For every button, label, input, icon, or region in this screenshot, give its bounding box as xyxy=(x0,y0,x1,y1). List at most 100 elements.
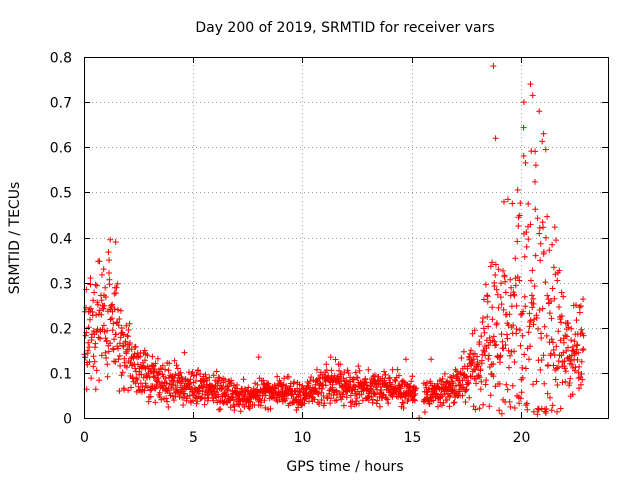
data-point xyxy=(500,306,507,313)
data-point xyxy=(118,372,125,379)
data-point xyxy=(109,327,116,334)
data-point xyxy=(373,400,380,407)
data-point xyxy=(111,358,117,365)
data-point xyxy=(557,405,564,412)
data-point xyxy=(214,399,221,406)
data-point xyxy=(578,326,585,333)
data-point xyxy=(465,353,472,360)
data-point xyxy=(537,366,544,373)
data-point xyxy=(165,404,172,410)
data-point xyxy=(538,357,545,363)
data-point xyxy=(96,258,103,265)
data-point xyxy=(573,317,580,324)
data-point xyxy=(344,367,351,374)
data-point xyxy=(474,359,481,365)
data-point xyxy=(470,356,477,363)
data-point xyxy=(512,255,519,262)
data-point xyxy=(354,375,361,381)
data-point xyxy=(84,347,91,354)
data-point xyxy=(529,304,536,311)
data-point xyxy=(111,306,118,312)
data-point xyxy=(478,378,485,385)
data-point xyxy=(285,374,292,380)
data-point xyxy=(90,297,97,304)
data-point xyxy=(323,361,330,368)
data-point xyxy=(134,376,141,383)
data-point xyxy=(162,366,168,373)
data-point xyxy=(542,234,549,241)
data-point xyxy=(498,301,505,308)
data-point xyxy=(407,383,414,390)
data-point xyxy=(509,200,516,207)
data-point xyxy=(576,385,582,392)
data-point xyxy=(502,289,509,296)
data-point xyxy=(529,267,536,274)
data-point xyxy=(327,400,334,407)
data-point xyxy=(558,289,565,296)
y-axis-label: SRMTID / TECUs xyxy=(7,182,23,295)
data-point xyxy=(93,312,100,318)
y-axis-tick-labels: 0 0.1 0.2 0.3 0.4 0.5 0.6 0.7 0.8 xyxy=(50,51,72,428)
data-point xyxy=(88,305,94,312)
data-point xyxy=(458,355,465,361)
data-point xyxy=(106,270,112,276)
data-point xyxy=(536,230,543,237)
data-point xyxy=(527,81,534,88)
data-point xyxy=(523,243,530,250)
data-point xyxy=(465,380,472,387)
data-point xyxy=(498,331,505,338)
data-point xyxy=(555,328,562,335)
data-point xyxy=(355,363,362,370)
data-point xyxy=(497,352,504,359)
data-point xyxy=(428,356,435,363)
data-point xyxy=(521,293,528,300)
data-point xyxy=(562,378,569,385)
data-point xyxy=(222,392,229,399)
data-point xyxy=(394,366,401,373)
data-point xyxy=(565,324,572,331)
data-point xyxy=(146,374,153,381)
data-point xyxy=(132,380,139,387)
data-point xyxy=(489,259,496,266)
data-point xyxy=(471,327,478,334)
data-point xyxy=(336,367,343,374)
data-point xyxy=(152,385,159,392)
data-point xyxy=(210,372,217,379)
data-point xyxy=(520,124,527,131)
data-point xyxy=(328,367,335,374)
data-point xyxy=(86,358,93,365)
y-tick-label: 0.1 xyxy=(50,367,72,383)
data-point xyxy=(338,396,345,403)
data-point xyxy=(158,396,165,403)
data-point xyxy=(115,356,122,363)
data-point xyxy=(120,331,127,338)
data-point xyxy=(114,319,121,326)
data-point xyxy=(459,392,466,399)
data-point xyxy=(473,380,480,387)
data-point xyxy=(362,375,369,382)
data-point xyxy=(339,391,346,398)
data-point xyxy=(296,381,303,388)
data-point xyxy=(274,373,281,380)
y-tick-label: 0.6 xyxy=(50,141,72,157)
data-point xyxy=(492,342,498,349)
data-point xyxy=(502,278,509,285)
data-point xyxy=(327,354,334,361)
data-point xyxy=(254,381,261,388)
data-point xyxy=(487,392,494,399)
data-point xyxy=(457,381,464,388)
data-point xyxy=(544,292,551,299)
data-point xyxy=(305,380,312,387)
data-point xyxy=(279,387,286,393)
data-point xyxy=(482,281,489,288)
data-point xyxy=(91,358,98,365)
data-point xyxy=(550,362,557,369)
data-point xyxy=(516,327,523,334)
data-point xyxy=(385,375,392,382)
data-point xyxy=(216,406,222,413)
x-axis-label: GPS time / hours xyxy=(286,459,403,475)
data-point xyxy=(489,304,496,311)
data-point xyxy=(102,349,109,356)
data-point xyxy=(108,304,115,311)
data-point xyxy=(522,303,529,310)
